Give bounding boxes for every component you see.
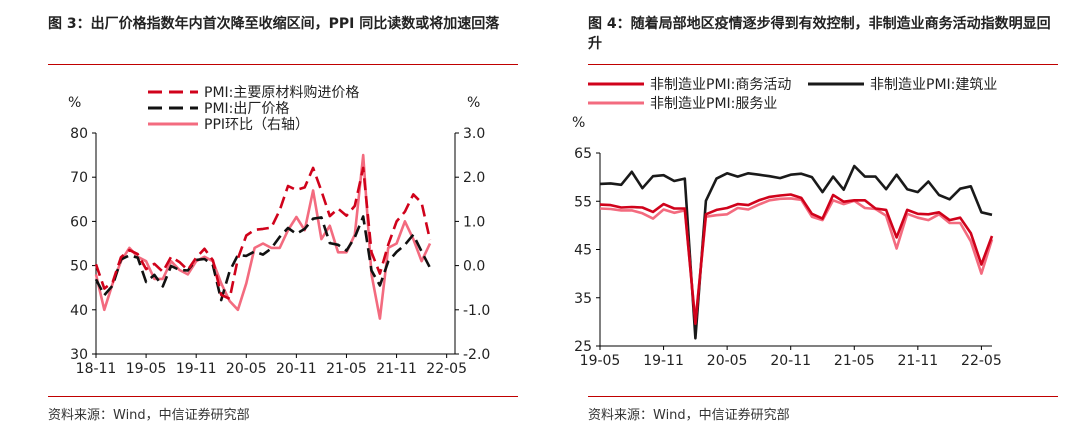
x-tick-label: 19-05 xyxy=(126,361,167,377)
x-tick-label: 19-11 xyxy=(643,353,684,369)
x-tick-label: 22-05 xyxy=(426,361,467,377)
y-tick-label-right: 2.0 xyxy=(463,170,485,186)
x-tick-label: 19-11 xyxy=(176,361,217,377)
chart-source: 资料来源：Wind，中信证券研究部 xyxy=(48,408,250,423)
x-tick-label: 20-11 xyxy=(770,353,811,369)
x-tick-label: 20-11 xyxy=(276,361,317,377)
legend-label: 非制造业PMI:商务活动 xyxy=(650,77,791,93)
y-tick-label-left: 80 xyxy=(70,126,88,142)
y-tick-label-left: 40 xyxy=(70,303,88,319)
x-tick-label: 21-11 xyxy=(376,361,417,377)
x-tick-label: 21-05 xyxy=(834,353,875,369)
chart-panel-pmi: 图 4：随着局部地区疫情逐步得到有效控制，非制造业商务活动指数明显回升 25 35… xyxy=(540,0,1080,436)
legend-label: 非制造业PMI:服务业 xyxy=(650,96,777,112)
legend-label: 非制造业PMI:建筑业 xyxy=(870,77,997,93)
y-tick-label-right: -1.0 xyxy=(463,303,490,319)
title-rule xyxy=(588,64,1058,65)
y-unit-left: % xyxy=(68,95,81,111)
y-tick-label-left: 35 xyxy=(574,291,592,307)
y-tick-label-right: 3.0 xyxy=(463,126,485,142)
x-tick-label: 20-05 xyxy=(226,361,267,377)
y-tick-label-right: -2.0 xyxy=(463,347,490,363)
y-tick-label-right: 1.0 xyxy=(463,214,485,230)
y-tick-label-left: 60 xyxy=(70,214,88,230)
y-tick-label-left: 50 xyxy=(70,259,88,275)
chart-svg-ppi: 30 40 50 60 70 80% -2.0 -1.0 0.0 1.0 2.0 3.0% 18-11 1… xyxy=(68,85,490,377)
legend-label: PPI环比（右轴） xyxy=(204,117,309,133)
series-line xyxy=(599,164,993,340)
y-unit-left: % xyxy=(572,115,585,131)
series-line xyxy=(599,197,994,323)
series-line xyxy=(94,215,432,302)
chart-title: 图 3：出厂价格指数年内首次降至收缩区间，PPI 同比读数或将加速回落 xyxy=(48,16,500,32)
x-tick-label: 20-05 xyxy=(707,353,748,369)
y-tick-label-left: 30 xyxy=(70,347,88,363)
legend-label: PMI:出厂价格 xyxy=(204,101,289,117)
source-rule xyxy=(48,396,518,397)
chart-title: 图 4：随着局部地区疫情逐步得到有效控制，非制造业商务活动指数明显回升 xyxy=(588,16,1051,52)
chart-svg-pmi: 25 35 45 55 65% 19-05 19-11 20-05 20-11 21-05 21-1… xyxy=(572,77,1002,369)
y-tick-label-right: 0.0 xyxy=(463,259,485,275)
y-tick-label-left: 45 xyxy=(574,243,592,259)
legend-label: PMI:主要原材料购进价格 xyxy=(204,85,359,101)
y-tick-label-left: 70 xyxy=(70,170,88,186)
x-tick-label: 19-05 xyxy=(580,353,621,369)
y-tick-label-left: 55 xyxy=(574,194,592,210)
y-tick-label-left: 65 xyxy=(574,146,592,162)
series-line xyxy=(94,153,432,320)
x-tick-label: 18-11 xyxy=(76,361,117,377)
y-unit-right: % xyxy=(467,95,480,111)
series-line xyxy=(599,193,994,326)
title-rule xyxy=(48,64,518,65)
y-tick-label-left: 25 xyxy=(574,339,592,355)
chart-source: 资料来源：Wind，中信证券研究部 xyxy=(588,408,790,423)
chart-panel-ppi: 图 3：出厂价格指数年内首次降至收缩区间，PPI 同比读数或将加速回落 30 40… xyxy=(48,16,518,423)
source-rule xyxy=(588,396,1058,397)
x-tick-label: 22-05 xyxy=(961,353,1002,369)
x-tick-label: 21-11 xyxy=(897,353,938,369)
x-tick-label: 21-05 xyxy=(326,361,367,377)
series-line xyxy=(94,166,432,301)
